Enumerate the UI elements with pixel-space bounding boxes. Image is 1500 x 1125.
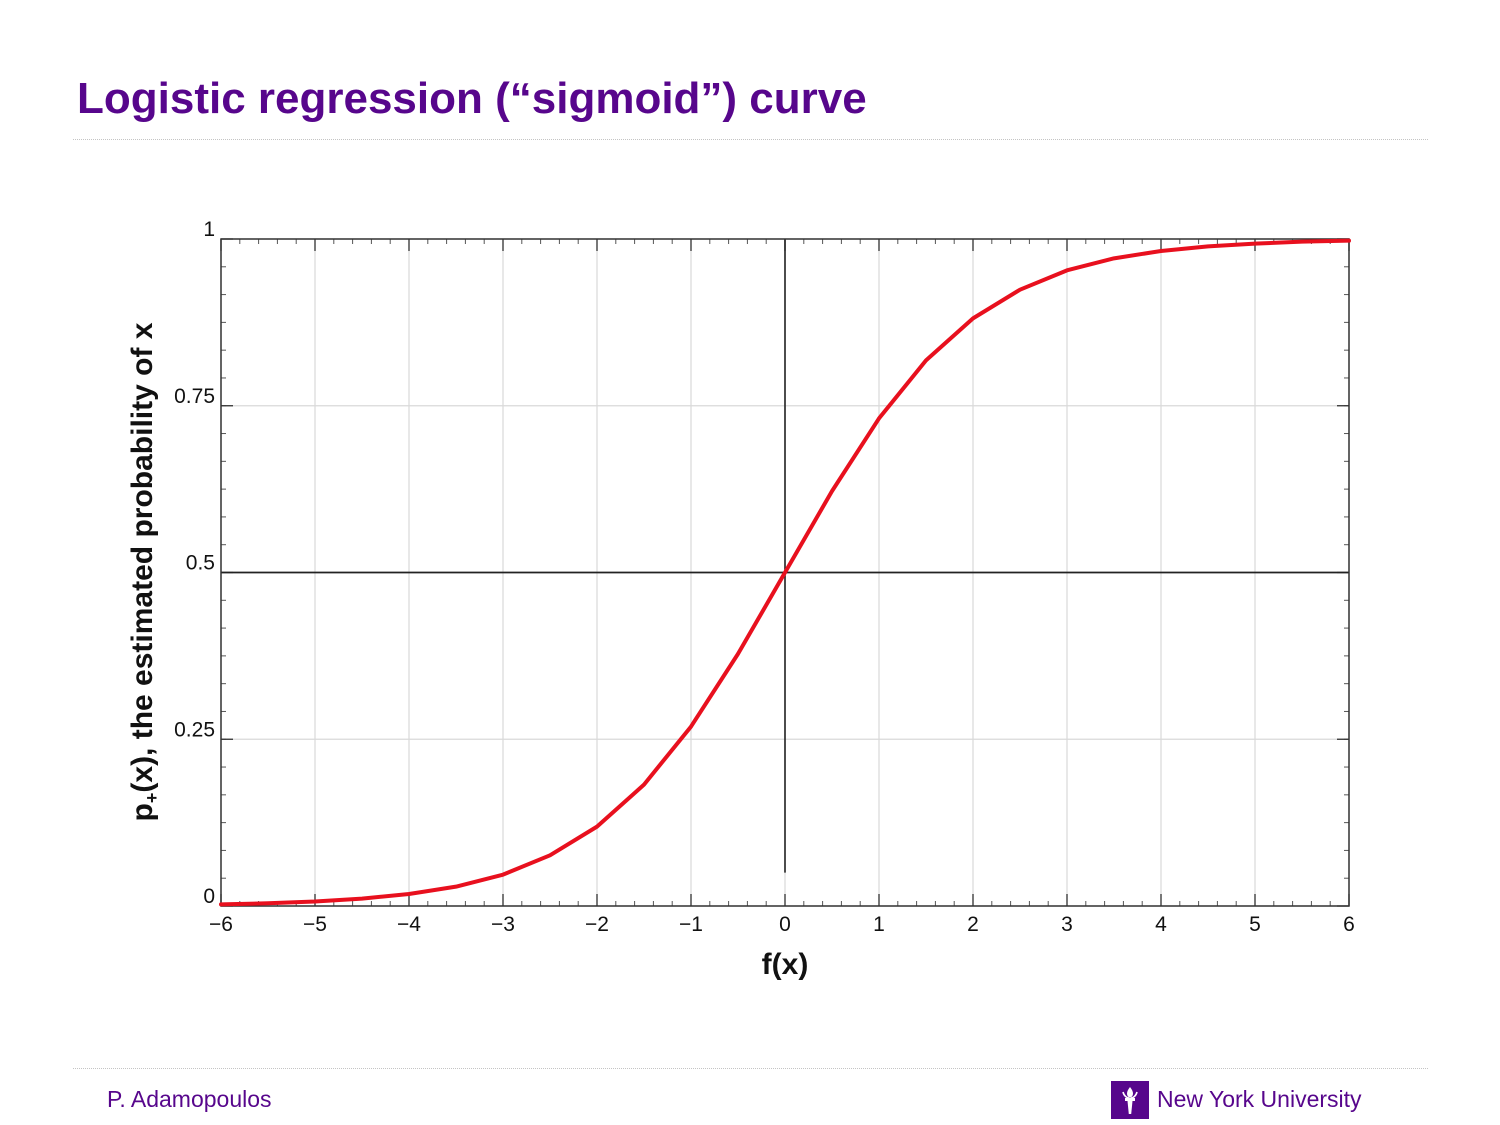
curve-point (454, 885, 458, 889)
curve-point (1018, 288, 1022, 292)
curve-point (736, 652, 740, 656)
curve-point (1065, 268, 1069, 272)
reference-lines (221, 239, 1349, 873)
footer-divider (73, 1068, 1428, 1069)
curve-point (501, 873, 505, 877)
curve-point (1300, 240, 1304, 244)
x-tick-label: 1 (873, 913, 885, 936)
x-tick-label: −4 (397, 913, 421, 936)
curve-point (1112, 256, 1116, 260)
title-divider (73, 139, 1428, 140)
x-tick-labels: −6 −5 −4 −3 −2 −1 0 1 2 3 4 5 6 (209, 913, 1355, 936)
author-name: P. Adamopoulos (107, 1086, 272, 1112)
curve-point (1159, 249, 1163, 253)
x-tick-label: −2 (585, 913, 609, 936)
curve-point (830, 489, 834, 493)
curve-point (595, 825, 599, 829)
y-tick-label: 0.5 (186, 552, 215, 575)
y-axis-label-prefix: p (126, 803, 159, 821)
curve-point (783, 570, 787, 575)
x-tick-label: 6 (1343, 913, 1355, 936)
y-tick-label: 0.25 (174, 718, 215, 741)
y-axis-label-subscript: + (142, 793, 162, 804)
curve-point (877, 416, 881, 421)
curve-point (642, 783, 646, 787)
curve-point (548, 853, 552, 857)
curve-point (1206, 244, 1210, 248)
curve-point (407, 892, 411, 896)
y-tick-labels: 0 0.25 0.5 0.75 1 (174, 218, 215, 908)
organization-name: New York University (1157, 1086, 1362, 1112)
curve-point (971, 316, 975, 320)
x-tick-label: −3 (491, 913, 515, 936)
x-tick-label: −5 (303, 913, 327, 936)
curve-point (313, 899, 317, 904)
x-tick-label: −6 (209, 913, 233, 936)
x-axis-label: f(x) (762, 948, 809, 981)
y-tick-label: 1 (203, 218, 215, 241)
y-axis-label: p+(x), the estimated probability of x (126, 322, 162, 821)
x-tick-label: 4 (1155, 913, 1167, 936)
y-tick-label: 0.75 (174, 385, 215, 408)
curve-point (266, 901, 270, 905)
curve-point (1253, 242, 1257, 246)
x-tick-label: −1 (679, 913, 703, 936)
y-axis-label-suffix: (x), the estimated probability of x (126, 322, 159, 792)
y-tick-label: 0 (203, 885, 215, 908)
x-tick-label: 0 (779, 913, 791, 936)
nyu-torch-icon (1111, 1081, 1149, 1119)
curve-point (219, 902, 223, 906)
plot-frame (220, 238, 1350, 907)
x-tick-label: 2 (967, 913, 979, 936)
series-layer (219, 238, 1351, 907)
x-tick-label: 5 (1249, 913, 1261, 936)
curve-point (689, 724, 693, 729)
x-tick-label: 3 (1061, 913, 1073, 936)
slide-title: Logistic regression (“sigmoid”) curve (77, 74, 867, 123)
curve-point (360, 897, 364, 901)
curve-point (924, 358, 928, 362)
curve-point (1347, 239, 1351, 243)
